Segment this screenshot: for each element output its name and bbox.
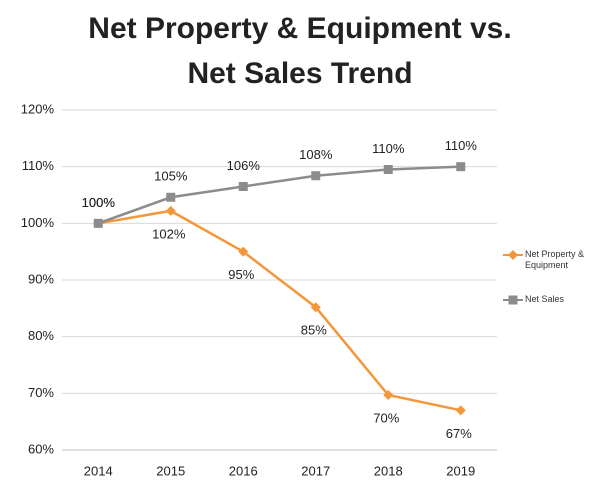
y-tick-label: 80%	[28, 328, 54, 343]
y-tick-label: 110%	[22, 158, 55, 173]
data-label: 100%	[82, 195, 116, 210]
legend-label: Net Sales	[525, 294, 565, 304]
data-label: 70%	[373, 410, 399, 425]
data-label: 85%	[301, 323, 327, 338]
marker	[311, 171, 321, 181]
x-tick-label: 2018	[374, 463, 403, 478]
legend-label: Net Property & Equipment	[525, 249, 585, 270]
series-line	[97, 165, 461, 225]
marker	[455, 405, 466, 416]
marker	[165, 205, 176, 216]
marker	[456, 162, 466, 172]
data-label: 102%	[152, 226, 186, 241]
x-tick-label: 2014	[84, 463, 113, 478]
data-label: 110%	[445, 138, 478, 153]
marker	[166, 192, 176, 202]
y-tick-label: 60%	[28, 441, 54, 456]
marker	[310, 302, 321, 313]
data-label: 105%	[154, 169, 188, 184]
marker	[383, 390, 394, 401]
marker	[508, 295, 518, 305]
y-tick-label: 90%	[28, 271, 54, 286]
y-tick-label: 120%	[21, 101, 55, 116]
x-tick-label: 2019	[446, 463, 475, 478]
chart-title: Net Property & Equipment vs.	[88, 12, 511, 45]
chart-title-line: Net Sales Trend	[187, 57, 412, 90]
data-label: 106%	[227, 158, 261, 173]
x-tick-label: 2016	[229, 463, 258, 478]
data-label: 100%	[82, 195, 116, 210]
marker	[238, 246, 249, 257]
x-tick-label: 2015	[156, 463, 185, 478]
marker	[383, 165, 393, 174]
data-label: 95%	[228, 267, 254, 282]
data-label: 108%	[299, 147, 333, 162]
data-label: 67%	[446, 426, 472, 441]
y-tick-label: 100%	[21, 215, 55, 230]
y-tick-label: 70%	[28, 385, 54, 400]
series-line	[98, 209, 462, 412]
marker	[93, 218, 103, 228]
x-tick-label: 2017	[301, 463, 330, 478]
data-label: 110%	[372, 141, 405, 156]
marker	[238, 182, 248, 191]
marker	[508, 250, 518, 260]
